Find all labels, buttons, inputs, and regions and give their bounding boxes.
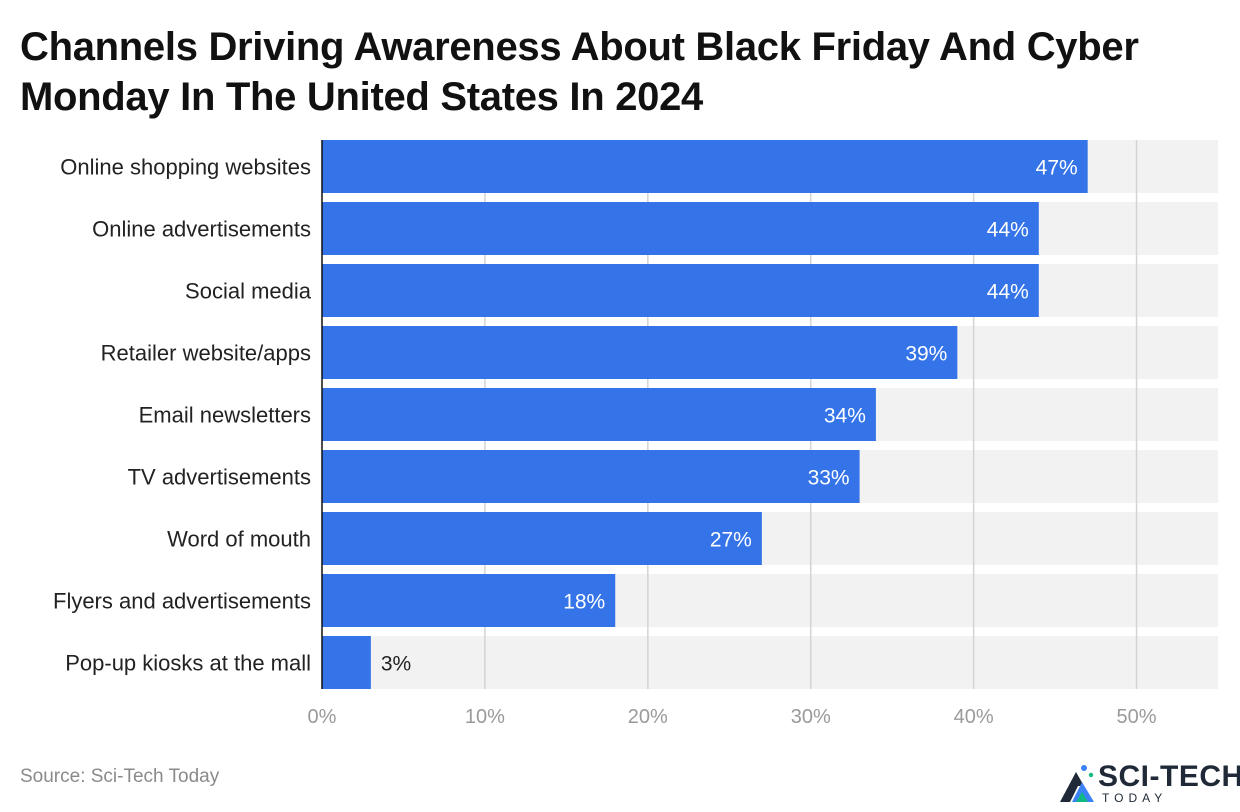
data-label: 33% [808, 467, 850, 490]
x-tick-label: 40% [954, 706, 994, 728]
bar [322, 636, 371, 689]
category-label: Online shopping websites [60, 155, 311, 180]
bar [322, 450, 860, 503]
bar [322, 388, 876, 441]
x-tick-label: 10% [465, 706, 505, 728]
data-label: 18% [563, 591, 605, 614]
sci-tech-logo: SCI-TECH TODAY [1058, 760, 1240, 808]
x-tick-label: 50% [1117, 706, 1157, 728]
category-label: Social media [185, 279, 312, 304]
sci-tech-logo-icon [1060, 765, 1094, 802]
x-tick-label: 0% [308, 706, 337, 728]
bar [322, 512, 762, 565]
category-label: Flyers and advertisements [53, 589, 311, 614]
chart-title: Channels Driving Awareness About Black F… [20, 25, 1139, 119]
category-label: Email newsletters [139, 403, 311, 428]
source-note: Source: Sci-Tech Today [20, 766, 220, 787]
bar [322, 326, 958, 379]
category-label: Pop-up kiosks at the mall [65, 651, 311, 676]
data-label: 44% [987, 219, 1029, 242]
bar [322, 264, 1039, 317]
data-label: 47% [1036, 157, 1078, 180]
x-tick-label: 20% [628, 706, 668, 728]
category-label: Retailer website/apps [101, 341, 311, 366]
logo-name: SCI-TECH [1098, 760, 1240, 793]
category-label: TV advertisements [128, 465, 311, 490]
category-label: Word of mouth [167, 527, 311, 552]
bar-track [322, 636, 1218, 689]
x-tick-label: 30% [791, 706, 831, 728]
bar [322, 574, 616, 627]
data-label: 3% [381, 653, 411, 676]
bar [322, 202, 1039, 255]
data-label: 27% [710, 529, 752, 552]
logo-subtitle: TODAY [1102, 791, 1168, 805]
bar [322, 140, 1088, 193]
data-label: 44% [987, 281, 1029, 304]
data-label: 39% [905, 343, 947, 366]
data-label: 34% [824, 405, 866, 428]
category-label: Online advertisements [92, 217, 311, 242]
